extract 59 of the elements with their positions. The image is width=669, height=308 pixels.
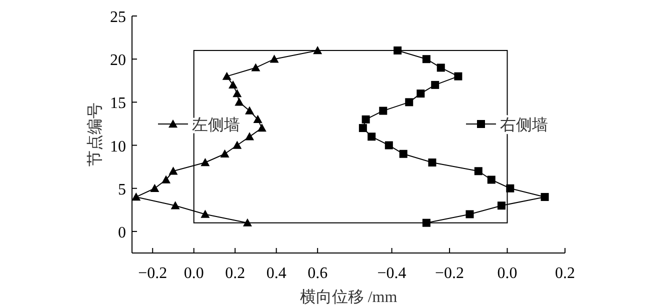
point bbox=[431, 80, 440, 89]
y-tick-label: 20 bbox=[110, 52, 126, 70]
point bbox=[251, 63, 260, 72]
point bbox=[497, 202, 506, 210]
point bbox=[228, 80, 238, 89]
point bbox=[245, 106, 254, 114]
point bbox=[253, 114, 262, 124]
point bbox=[362, 115, 370, 124]
y-axis-title: 节点编号 bbox=[86, 102, 104, 166]
point bbox=[270, 54, 279, 63]
point bbox=[379, 106, 388, 115]
point bbox=[422, 218, 430, 227]
point bbox=[200, 210, 210, 218]
point bbox=[428, 158, 436, 167]
point bbox=[245, 132, 254, 140]
point bbox=[466, 210, 474, 218]
x-tick-label: 0.0 bbox=[184, 265, 204, 282]
point bbox=[168, 166, 178, 175]
point bbox=[416, 90, 425, 98]
point bbox=[222, 72, 232, 80]
point bbox=[368, 132, 376, 141]
point bbox=[487, 176, 496, 184]
y-tick-label: 5 bbox=[118, 181, 126, 198]
x-tick-label: 0.2 bbox=[225, 265, 246, 282]
point bbox=[474, 167, 482, 176]
point bbox=[232, 89, 242, 98]
y-tick-label: 25 bbox=[110, 9, 126, 26]
x-tick-label: 0.2 bbox=[555, 265, 575, 282]
point bbox=[358, 124, 367, 132]
point bbox=[200, 158, 210, 166]
point bbox=[405, 98, 414, 106]
x-tick-label: 0.6 bbox=[308, 265, 328, 282]
point bbox=[422, 55, 430, 64]
point bbox=[313, 46, 322, 54]
x-tick-label: −0.2 bbox=[435, 265, 464, 282]
y-tick-label: 15 bbox=[110, 95, 126, 112]
point bbox=[436, 64, 445, 72]
x-tick-label: 0.0 bbox=[497, 265, 518, 282]
point bbox=[540, 192, 549, 201]
x-tick-label: 0.4 bbox=[266, 265, 286, 282]
point bbox=[170, 201, 180, 210]
y-tick-label: 0 bbox=[118, 224, 126, 242]
point bbox=[232, 140, 242, 149]
point bbox=[132, 192, 141, 201]
point bbox=[242, 218, 252, 226]
point bbox=[394, 46, 402, 54]
point bbox=[234, 98, 244, 106]
y-tick-label: 10 bbox=[110, 138, 126, 156]
point bbox=[257, 124, 266, 132]
point bbox=[454, 72, 462, 80]
point bbox=[399, 150, 408, 158]
point bbox=[384, 141, 393, 150]
point bbox=[150, 184, 160, 192]
point bbox=[220, 149, 230, 158]
x-tick-label: −0.2 bbox=[138, 265, 168, 282]
x-axis-title: 横向位移 /mm bbox=[300, 288, 398, 306]
point bbox=[506, 184, 514, 192]
point bbox=[162, 175, 171, 184]
x-tick-label: −0.4 bbox=[377, 265, 406, 282]
